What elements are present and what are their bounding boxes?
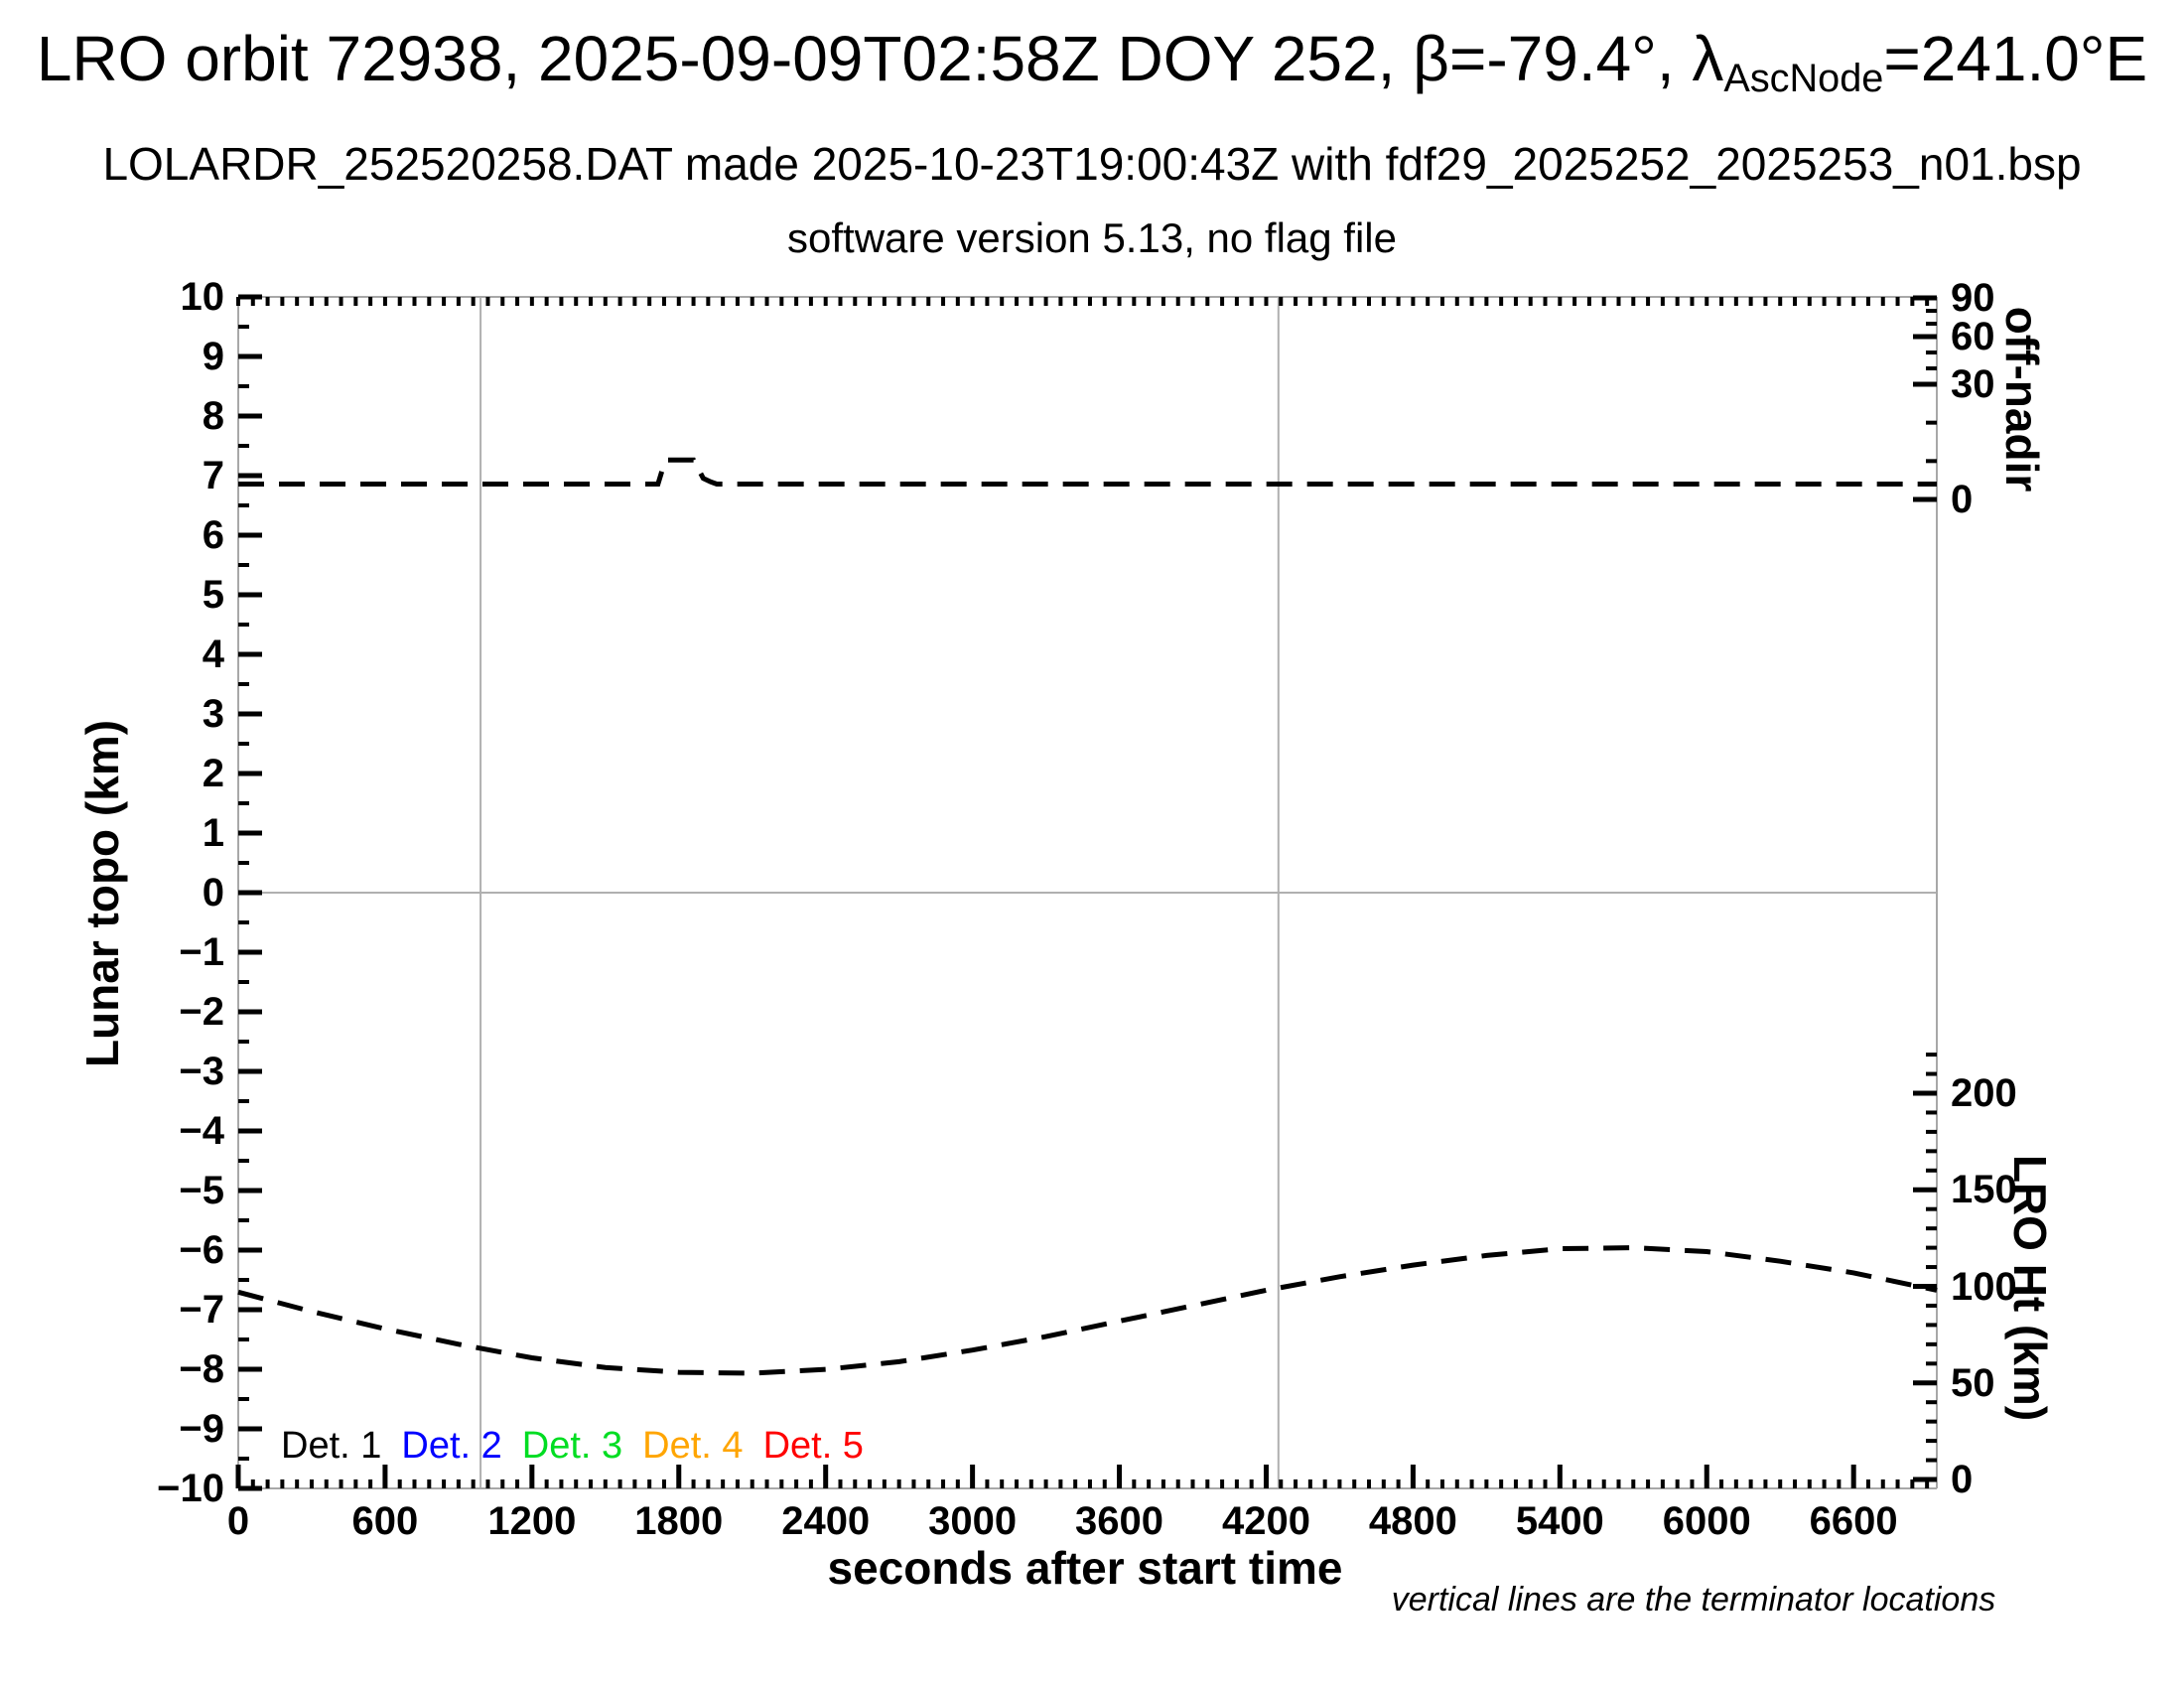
left-axis-title: Lunar topo (km) bbox=[76, 719, 128, 1068]
left-tick-label-−5: −5 bbox=[179, 1169, 224, 1212]
bottom-axis-title: seconds after start time bbox=[827, 1542, 1343, 1594]
left-tick-label-−4: −4 bbox=[179, 1109, 224, 1153]
bottom-tick-label-0: 0 bbox=[226, 1499, 250, 1543]
right-top-axis-title: off-nadir bbox=[1996, 306, 2048, 492]
left-tick-label-7: 7 bbox=[202, 454, 224, 497]
bottom-tick-label-600: 600 bbox=[351, 1499, 419, 1543]
left-tick-label-−6: −6 bbox=[179, 1228, 224, 1272]
left-tick-label-−9: −9 bbox=[179, 1407, 224, 1451]
left-tick-label-10: 10 bbox=[180, 275, 225, 319]
offnadir-tick-label-0: 0 bbox=[1951, 478, 1974, 521]
title-text-tail: =241.0°E bbox=[1883, 23, 2148, 94]
left-tick-label-5: 5 bbox=[202, 573, 224, 617]
left-tick-label-9: 9 bbox=[202, 335, 224, 378]
left-tick-label-0: 0 bbox=[202, 871, 224, 914]
lroht-tick-label-100: 100 bbox=[1951, 1264, 2017, 1309]
series-lro-height bbox=[237, 1245, 1938, 1376]
offnadir-tick-label-30: 30 bbox=[1951, 362, 1995, 406]
legend-det-3: Det. 3 bbox=[521, 1425, 623, 1467]
bottom-tick-label-1800: 1800 bbox=[634, 1499, 724, 1543]
series-off-nadir-angle bbox=[238, 457, 1937, 487]
left-tick-label-−1: −1 bbox=[179, 930, 224, 974]
bottom-tick-label-5400: 5400 bbox=[1515, 1499, 1604, 1543]
lroht-tick-label-200: 200 bbox=[1951, 1071, 2017, 1115]
right-bottom-axis-title: LRO Ht (km) bbox=[2004, 1154, 2056, 1422]
bottom-tick-label-3600: 3600 bbox=[1075, 1499, 1164, 1543]
subtitle-file-info: LOLARDR_252520258.DAT made 2025-10-23T19… bbox=[102, 138, 2082, 190]
legend-det-5: Det. 5 bbox=[762, 1425, 864, 1467]
bottom-tick-label-4800: 4800 bbox=[1368, 1499, 1457, 1543]
bottom-tick-label-6000: 6000 bbox=[1662, 1499, 1751, 1543]
bottom-tick-label-1200: 1200 bbox=[487, 1499, 577, 1543]
left-tick-label-−2: −2 bbox=[179, 990, 224, 1034]
legend-det-4: Det. 4 bbox=[642, 1425, 744, 1467]
title-text-main: LRO orbit 72938, 2025-09-09T02:58Z DOY 2… bbox=[36, 23, 1724, 94]
lroht-tick-label-150: 150 bbox=[1951, 1168, 2017, 1212]
bottom-tick-label-2400: 2400 bbox=[781, 1499, 871, 1543]
legend-det-1: Det. 1 bbox=[281, 1425, 382, 1467]
detector-legend: Det. 1 Det. 2 Det. 3 Det. 4 Det. 5 bbox=[281, 1427, 864, 1465]
left-tick-label-6: 6 bbox=[202, 513, 224, 557]
subtitle-software-version: software version 5.13, no flag file bbox=[786, 214, 1398, 261]
left-tick-label-8: 8 bbox=[202, 394, 224, 438]
offnadir-tick-label-60: 60 bbox=[1951, 315, 1995, 358]
legend-det-2: Det. 2 bbox=[401, 1425, 502, 1467]
lroht-tick-label-50: 50 bbox=[1951, 1360, 1995, 1405]
offnadir-tick-label-90: 90 bbox=[1951, 276, 1995, 320]
lroht-tick-label-0: 0 bbox=[1951, 1458, 1974, 1501]
bottom-tick-label-6600: 6600 bbox=[1809, 1499, 1898, 1543]
left-tick-label-−8: −8 bbox=[179, 1347, 224, 1391]
left-tick-label-4: 4 bbox=[202, 633, 224, 676]
left-tick-label-2: 2 bbox=[202, 752, 224, 795]
bottom-tick-label-3000: 3000 bbox=[928, 1499, 1018, 1543]
terminator-footnote: vertical lines are the terminator locati… bbox=[1391, 1581, 1996, 1618]
left-tick-label-−10: −10 bbox=[157, 1467, 224, 1510]
plot-title: LRO orbit 72938, 2025-09-09T02:58Z DOY 2… bbox=[37, 24, 2147, 101]
bottom-tick-label-4200: 4200 bbox=[1221, 1499, 1310, 1543]
left-tick-label-−3: −3 bbox=[179, 1050, 224, 1093]
left-tick-label-−7: −7 bbox=[179, 1288, 224, 1332]
left-tick-label-1: 1 bbox=[202, 811, 224, 855]
title-lambda-subscript: AscNode bbox=[1723, 57, 1884, 101]
left-tick-label-3: 3 bbox=[202, 692, 224, 736]
